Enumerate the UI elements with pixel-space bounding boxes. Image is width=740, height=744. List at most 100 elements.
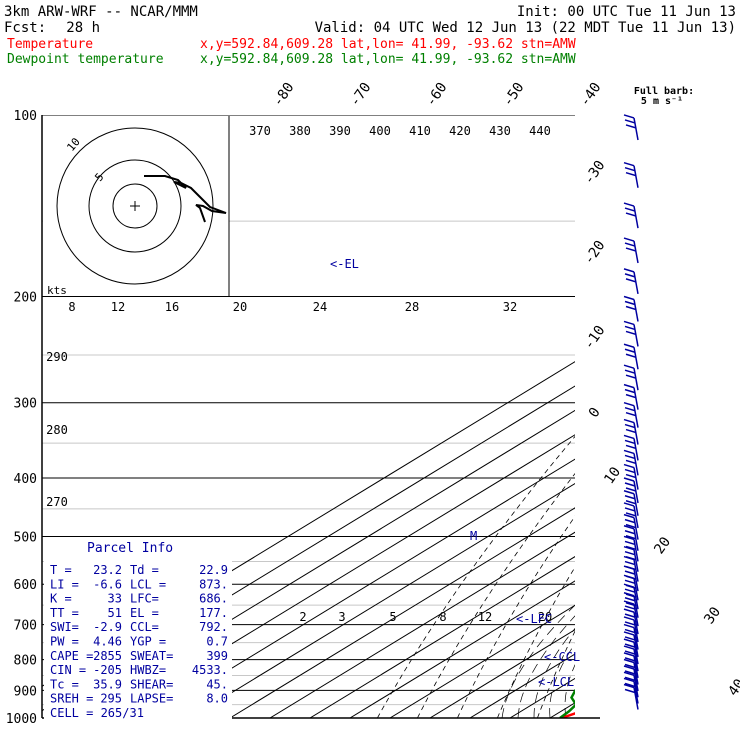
- wind-barb: [624, 465, 638, 490]
- parcel-param-value: 4533.: [192, 663, 228, 677]
- wind-barb-flag: [624, 385, 634, 388]
- wind-barb-flag: [625, 326, 635, 329]
- isotherm-label: -10: [581, 323, 609, 353]
- wind-barb: [624, 238, 638, 263]
- wind-barb-flag: [624, 609, 634, 612]
- wind-barb-flag: [624, 420, 634, 423]
- wind-barb-flag: [625, 606, 635, 609]
- isotherm-label: -60: [423, 80, 451, 110]
- moist-adiabat: [565, 297, 740, 719]
- dewpoint-legend: Dewpoint temperature: [7, 52, 164, 67]
- dry-adiabat: [417, 115, 740, 718]
- parcel-param-name: HWBZ=: [130, 663, 166, 677]
- barb-key-unit: 5 m s⁻¹: [641, 96, 683, 107]
- wind-barb-flag: [624, 450, 634, 453]
- wind-barb-flag: [626, 279, 636, 282]
- isotherm-label: 0: [586, 405, 604, 421]
- isotherm-line: [350, 115, 740, 718]
- wind-barb-flag: [624, 465, 634, 468]
- wind-barb: [624, 321, 638, 346]
- parcel-param-value: 22.9: [199, 563, 228, 577]
- parcel-info-title: Parcel Info: [87, 541, 173, 556]
- pressure-tick-label: 100: [14, 109, 37, 124]
- wind-barb: [624, 203, 638, 228]
- wind-barb-staff: [634, 118, 638, 140]
- isotherm-line: [510, 115, 740, 718]
- wind-barb: [624, 269, 638, 294]
- wind-barb-flag: [625, 562, 635, 565]
- parcel-param-name: SWI=: [50, 620, 79, 634]
- theta-e-label: 370: [249, 124, 271, 138]
- wind-barb-flag: [626, 173, 636, 176]
- parcel-param-name: EL =: [130, 606, 159, 620]
- wind-barb-flag: [626, 430, 636, 433]
- mixing-ratio-label: 12: [478, 610, 492, 624]
- moist-adiabat: [580, 297, 740, 719]
- wind-barb-flag: [626, 460, 636, 463]
- wind-barb-flag: [625, 301, 635, 304]
- dry-adiabat: [497, 115, 740, 718]
- hodograph: 510: [43, 116, 229, 296]
- dewpoint-profile: [560, 115, 740, 718]
- parcel-param-value: 873.: [199, 577, 228, 591]
- theta-label: 290: [46, 350, 68, 364]
- parcel-param-value: 45.: [206, 677, 228, 691]
- wind-barb: [624, 403, 638, 428]
- wind-barb-flag: [624, 238, 634, 241]
- isotherm-line: [430, 115, 740, 718]
- wind-barb-flag: [624, 321, 634, 324]
- wind-barb-flag: [624, 625, 634, 628]
- wind-barb-flag: [625, 508, 635, 511]
- temperature-legend: Temperature: [7, 37, 93, 52]
- parcel-param-name: LAPSE=: [130, 692, 173, 706]
- wind-barb-flag: [626, 306, 636, 309]
- wind-barbs: [624, 115, 638, 710]
- wind-barb-flag: [626, 248, 636, 251]
- wind-barb-flag: [626, 475, 636, 478]
- isotherm-label: 10: [601, 464, 624, 487]
- wind-barb-flag: [626, 213, 636, 216]
- valid-time: Valid: 04 UTC Wed 12 Jun 13 (22 MDT Tue …: [315, 20, 736, 36]
- isotherm-label: -50: [500, 80, 528, 110]
- wind-barb-flag: [624, 163, 634, 166]
- theta-e-label: 430: [489, 124, 511, 138]
- dry-adiabat: [657, 115, 740, 718]
- model-title: 3km ARW-WRF -- NCAR/MMM: [4, 4, 198, 20]
- level-marker-label: <-CCL: [544, 650, 580, 664]
- pressure-tick-label: 500: [14, 530, 37, 545]
- parcel-cell-motion: CELL = 265/31: [50, 706, 144, 720]
- parcel-param-value: 23.2: [93, 563, 122, 577]
- isotherm-line: [270, 115, 740, 718]
- pressure-tick-label: 400: [14, 472, 37, 487]
- wind-barb-flag: [624, 617, 634, 620]
- theta-e-label: 380: [289, 124, 311, 138]
- mixing-ratio-label: 16: [165, 300, 179, 314]
- parcel-param-name: YGP =: [130, 635, 166, 649]
- mixing-ratio-label: 3: [338, 610, 345, 624]
- wind-barb-staff: [634, 272, 638, 294]
- parcel-param-value: 0.7: [206, 635, 228, 649]
- dry-adiabat: [697, 115, 740, 718]
- wind-barb: [624, 163, 638, 188]
- wind-barb-flag: [626, 445, 636, 448]
- wind-barb-flag: [624, 269, 634, 272]
- wind-barb-flag: [624, 403, 634, 406]
- mixing-ratio-label: 12: [111, 300, 125, 314]
- moist-adiabat: [623, 297, 740, 719]
- moist-adiabat: [502, 297, 740, 719]
- parcel-param-name: PW =: [50, 635, 79, 649]
- wind-barb-flag: [625, 571, 635, 574]
- mixing-ratio-label: 8: [68, 300, 75, 314]
- init-time: Init: 00 UTC Tue 11 Jun 13: [517, 4, 736, 20]
- wind-barb-flag: [625, 168, 635, 171]
- level-marker-label: <-LFC: [516, 612, 552, 626]
- pressure-tick-label: 900: [14, 684, 37, 699]
- pressure-tick-label: 700: [14, 619, 37, 634]
- isotherm-line: [190, 115, 740, 718]
- isotherm-line: [670, 115, 740, 718]
- parcel-param-name: CIN =: [50, 663, 86, 677]
- wind-barb-flag: [625, 274, 635, 277]
- parcel-param-name: SHEAR=: [130, 677, 173, 691]
- parcel-param-name: Tc =: [50, 677, 79, 691]
